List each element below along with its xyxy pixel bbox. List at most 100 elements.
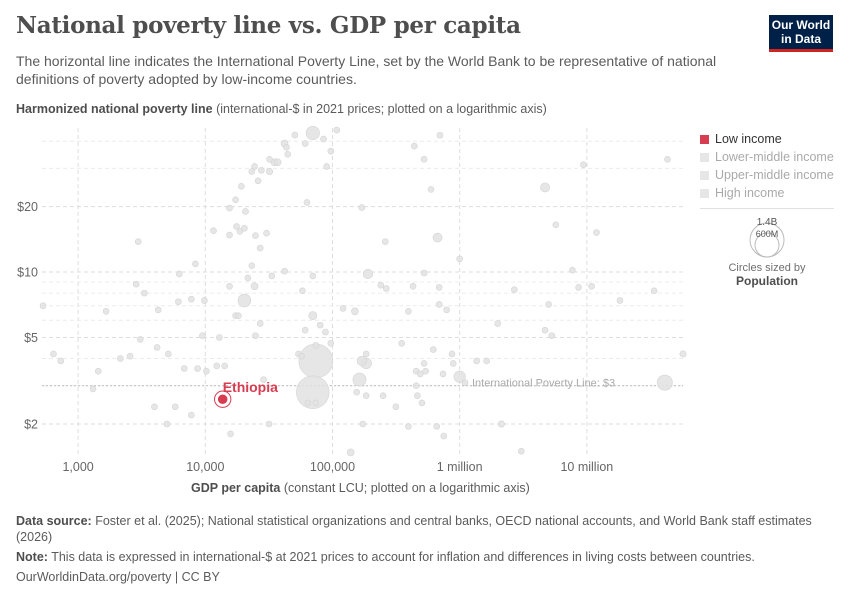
data-point[interactable] xyxy=(323,163,330,170)
data-point[interactable] xyxy=(312,399,320,407)
credit-link[interactable]: OurWorldinData.org/poverty | CC BY xyxy=(16,570,220,584)
legend-item-low-income[interactable]: Low income xyxy=(700,130,834,148)
data-point[interactable] xyxy=(57,357,65,365)
legend[interactable]: Low income Lower-middle income Upper-mid… xyxy=(700,130,834,202)
legend-item-lower-middle-income[interactable]: Lower-middle income xyxy=(700,148,834,166)
data-point[interactable] xyxy=(461,379,469,386)
data-point[interactable] xyxy=(409,282,417,290)
data-point[interactable] xyxy=(163,420,171,428)
data-point[interactable] xyxy=(250,282,259,291)
data-point[interactable] xyxy=(339,305,347,312)
data-point[interactable] xyxy=(171,403,179,411)
data-point[interactable] xyxy=(256,320,264,327)
data-point[interactable] xyxy=(405,307,412,315)
data-point[interactable] xyxy=(301,140,309,147)
data-point[interactable] xyxy=(283,143,290,151)
data-point[interactable] xyxy=(210,227,217,234)
data-point[interactable] xyxy=(165,350,172,358)
data-point[interactable] xyxy=(188,295,195,303)
data-point[interactable] xyxy=(517,447,525,455)
data-point[interactable] xyxy=(593,229,600,236)
data-point[interactable] xyxy=(226,204,233,212)
data-point[interactable] xyxy=(180,365,188,372)
data-point[interactable] xyxy=(414,392,421,399)
data-point[interactable] xyxy=(353,388,360,396)
data-point[interactable] xyxy=(359,420,367,428)
data-point[interactable] xyxy=(298,343,334,379)
data-point[interactable] xyxy=(420,156,428,163)
data-point[interactable] xyxy=(303,199,311,206)
data-point[interactable] xyxy=(308,311,318,321)
data-point[interactable] xyxy=(356,355,367,367)
data-point[interactable] xyxy=(252,332,259,339)
data-point[interactable] xyxy=(473,357,480,365)
data-point[interactable] xyxy=(427,186,435,193)
data-point[interactable] xyxy=(284,151,292,158)
data-point[interactable] xyxy=(420,360,428,367)
data-point[interactable] xyxy=(266,156,273,163)
data-point[interactable] xyxy=(541,326,549,334)
data-point[interactable] xyxy=(304,399,312,407)
data-point[interactable] xyxy=(439,370,447,378)
data-point[interactable] xyxy=(265,420,273,428)
data-point[interactable] xyxy=(244,274,252,282)
data-point[interactable] xyxy=(656,374,673,391)
data-point[interactable] xyxy=(226,231,233,239)
data-point[interactable] xyxy=(305,126,320,141)
data-point[interactable] xyxy=(201,297,208,304)
data-point[interactable] xyxy=(497,420,505,428)
data-point[interactable] xyxy=(312,342,320,349)
ethiopia-point[interactable] xyxy=(217,393,229,405)
data-point[interactable] xyxy=(322,328,329,336)
data-point[interactable] xyxy=(136,336,144,343)
data-point[interactable] xyxy=(432,232,443,243)
data-point[interactable] xyxy=(429,346,437,353)
data-point[interactable] xyxy=(235,312,242,319)
data-point[interactable] xyxy=(199,332,206,339)
data-point[interactable] xyxy=(175,298,182,306)
data-point[interactable] xyxy=(580,161,587,168)
data-point[interactable] xyxy=(134,238,142,245)
data-point[interactable] xyxy=(418,399,426,407)
data-point[interactable] xyxy=(102,307,110,315)
data-point[interactable] xyxy=(411,142,418,150)
data-point[interactable] xyxy=(616,297,624,304)
data-points[interactable] xyxy=(39,126,687,457)
data-point[interactable] xyxy=(569,266,576,274)
data-point[interactable] xyxy=(203,367,210,375)
data-point[interactable] xyxy=(327,147,335,155)
data-point[interactable] xyxy=(327,340,335,347)
data-point[interactable] xyxy=(236,227,244,235)
data-point[interactable] xyxy=(383,285,390,292)
data-point[interactable] xyxy=(268,272,276,280)
data-point[interactable] xyxy=(392,403,400,411)
data-point[interactable] xyxy=(679,350,687,358)
data-point[interactable] xyxy=(194,365,201,372)
data-point[interactable] xyxy=(511,286,518,293)
data-point[interactable] xyxy=(221,362,228,370)
data-point[interactable] xyxy=(188,411,195,419)
data-point[interactable] xyxy=(443,306,450,314)
data-point[interactable] xyxy=(377,281,385,289)
data-point[interactable] xyxy=(664,156,671,163)
data-point[interactable] xyxy=(412,382,420,390)
legend-item-high-income[interactable]: High income xyxy=(700,184,834,202)
data-point[interactable] xyxy=(273,158,282,167)
data-point[interactable] xyxy=(39,302,47,310)
data-point[interactable] xyxy=(226,282,233,290)
data-point[interactable] xyxy=(296,375,330,409)
data-point[interactable] xyxy=(151,403,158,411)
data-point[interactable] xyxy=(448,350,456,358)
data-point[interactable] xyxy=(126,352,134,360)
data-point[interactable] xyxy=(494,320,501,327)
data-point[interactable] xyxy=(263,229,270,237)
data-point[interactable] xyxy=(545,301,552,308)
data-point[interactable] xyxy=(50,350,57,358)
data-point[interactable] xyxy=(435,284,443,291)
data-point[interactable] xyxy=(251,163,258,170)
data-point[interactable] xyxy=(433,423,441,430)
data-point[interactable] xyxy=(232,196,239,204)
data-point[interactable] xyxy=(241,224,248,232)
data-point[interactable] xyxy=(650,287,658,295)
